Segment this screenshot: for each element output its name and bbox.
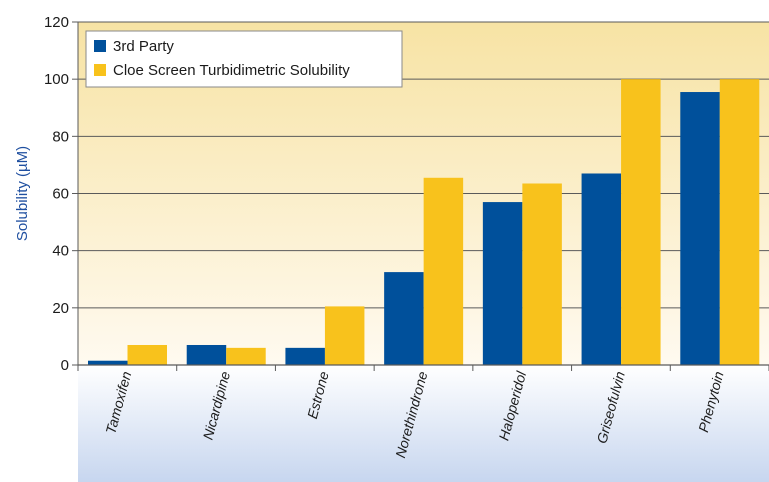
axes-group [72, 21, 769, 371]
legend-label-3rd-party: 3rd Party [113, 38, 174, 55]
legend-swatch-3rd-party [94, 40, 106, 52]
bar-3rd-party-norethindrone [384, 272, 424, 365]
bar-3rd-party-estrone [285, 347, 325, 365]
bar-cloe-screen-nicardipine [226, 347, 266, 365]
bar-cloe-screen-tamoxifen [127, 344, 167, 365]
bar-3rd-party-griseofulvin [581, 173, 622, 365]
bar-cloe-screen-griseofulvin [621, 79, 661, 366]
bar-3rd-party-haloperidol [482, 202, 523, 365]
y-tick-label-120: 120 [44, 14, 69, 31]
bar-cloe-screen-phenytoin [719, 79, 760, 366]
legend: 3rd Party Cloe Screen Turbidimetric Solu… [85, 30, 403, 88]
bar-cloe-screen-haloperidol [522, 183, 562, 365]
y-tick-label-60: 60 [52, 186, 69, 203]
category-label-band [78, 365, 769, 482]
y-axis-label: Solubility (µM) [14, 146, 31, 241]
y-tick-label-40: 40 [52, 243, 69, 260]
y-tick-label-20: 20 [52, 300, 69, 317]
y-tick-label-0: 0 [61, 357, 69, 374]
bar-cloe-screen-norethindrone [423, 177, 464, 365]
y-tick-label-80: 80 [52, 128, 69, 145]
bar-3rd-party-phenytoin [680, 92, 720, 365]
y-tick-labels: 0 20 40 60 80 100 120 [44, 14, 69, 374]
bar-3rd-party-nicardipine [186, 344, 227, 365]
bar-3rd-party-tamoxifen [88, 360, 128, 365]
legend-swatch-cloe-screen [94, 64, 106, 76]
y-tick-label-100: 100 [44, 71, 69, 88]
bars-group [88, 79, 760, 366]
legend-box [85, 30, 403, 88]
legend-label-cloe-screen: Cloe Screen Turbidimetric Solubility [113, 62, 350, 79]
bar-cloe-screen-estrone [324, 306, 365, 365]
